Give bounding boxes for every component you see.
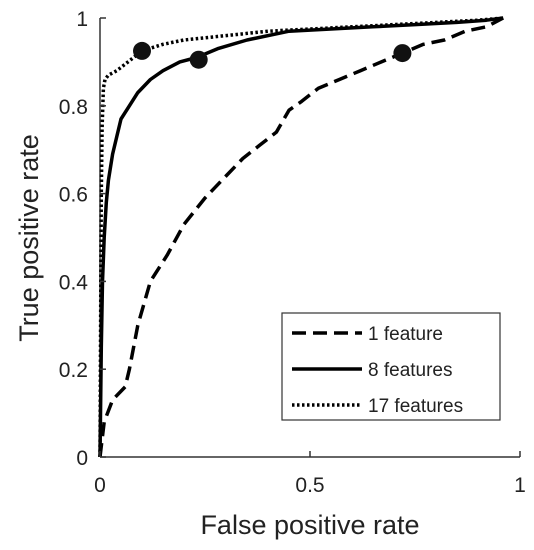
series-layer (98, 16, 505, 458)
legend-items: 1 feature 8 features 17 features (292, 324, 463, 417)
legend-label: 8 features (368, 360, 453, 381)
series-line-1-feature (98, 16, 505, 458)
y-axis-label: True positive rate (14, 134, 44, 342)
x-axis-label: False positive rate (200, 510, 419, 540)
y-tick-label: 0.8 (59, 96, 88, 119)
y-ticks: 0 0.2 0.4 0.6 0.8 1 (59, 8, 106, 470)
legend: 1 feature 8 features 17 features (281, 312, 501, 421)
x-tick-label: 1 (514, 474, 526, 497)
y-tick-label: 0.6 (59, 184, 88, 207)
y-tick-label: 0 (76, 447, 88, 470)
x-tick-label: 0.5 (295, 474, 324, 497)
y-tick-label: 0.4 (59, 271, 89, 294)
y-tick-label: 0.2 (59, 359, 88, 382)
y-tick-label: 1 (76, 8, 88, 31)
operating-point-17-features (133, 41, 151, 60)
x-ticks: 0 0.5 1 (94, 451, 526, 497)
x-tick-label: 0 (94, 474, 106, 497)
operating-point-1-feature (393, 44, 412, 63)
legend-box (281, 312, 501, 421)
series-line-8-features (98, 16, 504, 458)
legend-label: 17 features (368, 396, 463, 417)
operating-point-8-features (189, 50, 208, 69)
legend-label: 1 feature (368, 324, 443, 345)
marker-layer (133, 41, 412, 69)
series-line-17-features (98, 16, 504, 458)
